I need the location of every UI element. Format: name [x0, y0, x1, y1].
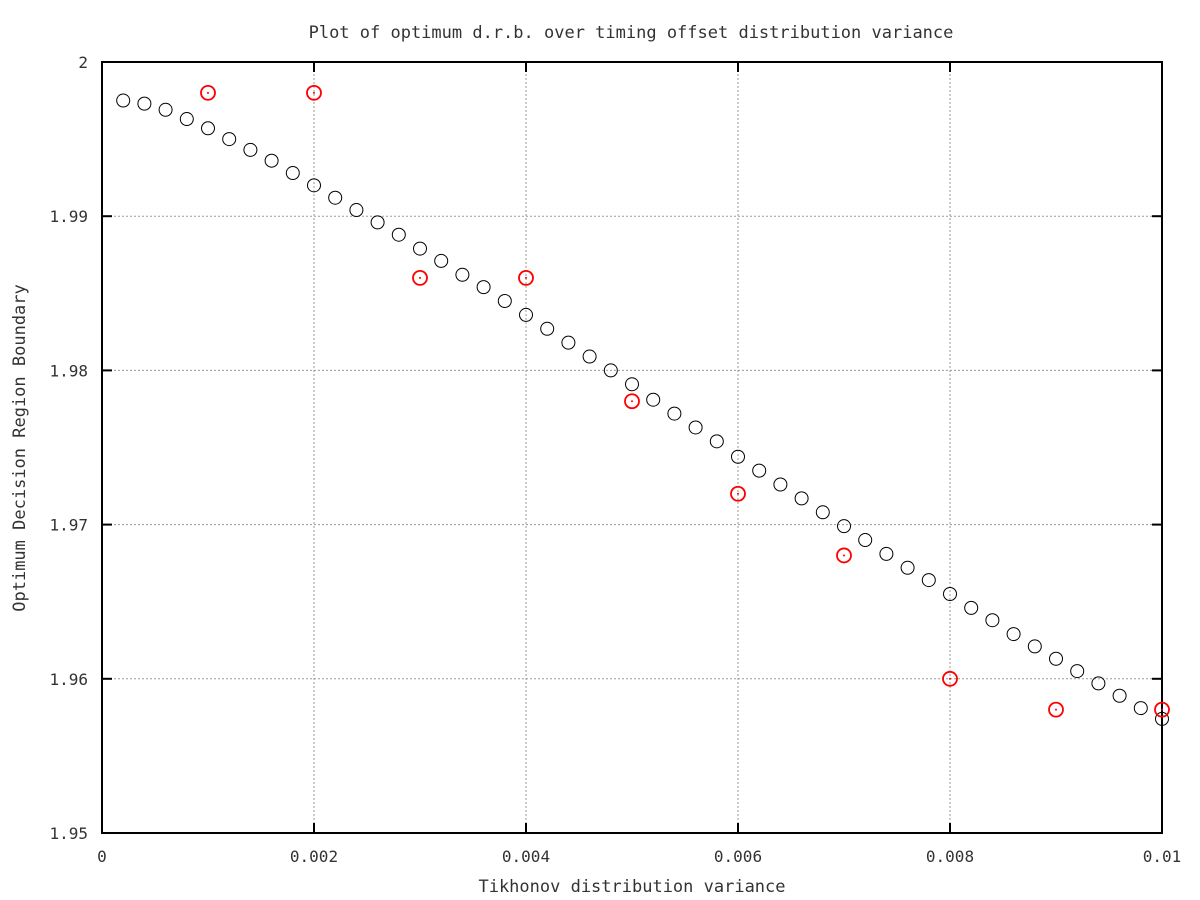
axis-ticks [101, 61, 1163, 834]
red-data-point [518, 269, 534, 286]
black-data-point [1155, 711, 1169, 726]
y-tick-label: 1.95 [49, 824, 88, 843]
red-data-point-center [313, 91, 315, 94]
black-data-point [391, 227, 406, 242]
chart-title: Plot of optimum d.r.b. over timing offse… [309, 23, 954, 43]
black-data-point [1070, 664, 1085, 679]
x-tick-label: 0.004 [502, 847, 550, 866]
red-data-point [1048, 701, 1064, 718]
x-tick-label: 0.01 [1143, 847, 1182, 866]
black-data-point [1112, 688, 1127, 703]
red-data-point-center [949, 677, 951, 680]
black-data-point [561, 335, 576, 350]
black-data-point [222, 132, 237, 147]
black-data-point [731, 449, 745, 464]
black-data-point [434, 253, 449, 268]
black-data-point [201, 121, 215, 136]
grid-lines [102, 62, 1162, 833]
black-data-point [752, 463, 767, 478]
black-data-point [1027, 639, 1042, 654]
red-data-point [306, 84, 322, 101]
black-data-point [1049, 651, 1063, 666]
red-data-point-center [631, 400, 633, 403]
black-data-point [1006, 627, 1021, 642]
x-tick-label: 0.002 [290, 847, 338, 866]
red-data-point [200, 84, 216, 101]
black-data-point [349, 203, 364, 218]
black-data-point [116, 93, 131, 108]
black-data-point [519, 307, 533, 322]
black-data-point [179, 112, 194, 127]
red-data-point-center [1055, 708, 1057, 711]
black-data-point [688, 420, 703, 435]
red-data-point-center [843, 554, 845, 557]
x-axis-label: Tikhonov distribution variance [478, 877, 785, 897]
black-data-point [900, 560, 915, 575]
x-tick-label: 0.006 [714, 847, 762, 866]
red-data-point [942, 670, 958, 687]
y-tick-label: 1.99 [49, 207, 88, 226]
y-axis-label: Optimum Decision Region Boundary [10, 284, 30, 612]
x-tick-label: 0.008 [926, 847, 974, 866]
black-data-point [625, 377, 639, 392]
red-data-point-center [1161, 708, 1163, 711]
black-data-point [603, 363, 618, 378]
red-data-point [730, 485, 746, 502]
black-data-point [837, 519, 851, 534]
black-data-point [943, 586, 957, 601]
black-data-point [985, 613, 1000, 628]
black-data-point [815, 505, 830, 520]
y-axis-tick-labels: 1.95 1.96 1.97 1.98 1.99 2 [49, 53, 88, 843]
black-data-point [964, 600, 979, 615]
data-points [116, 84, 1170, 726]
black-data-point [582, 349, 597, 364]
black-data-point [1091, 676, 1106, 691]
black-data-point [540, 321, 555, 336]
black-data-point [1133, 701, 1148, 716]
black-data-point [667, 406, 682, 421]
black-data-point [794, 491, 809, 506]
red-data-point [624, 393, 640, 410]
y-tick-label: 1.98 [49, 361, 88, 380]
black-data-point [413, 241, 427, 256]
red-data-point-center [419, 276, 421, 279]
black-data-point [370, 215, 385, 230]
black-data-point [497, 294, 512, 309]
black-data-point [709, 434, 724, 449]
y-tick-label: 1.97 [49, 516, 88, 535]
black-data-point [879, 546, 894, 561]
x-axis-tick-labels: 0 0.002 0.004 0.006 0.008 0.01 [97, 847, 1181, 866]
black-data-point [646, 392, 661, 407]
black-data-point [264, 153, 279, 168]
red-data-point [836, 547, 852, 564]
y-tick-label: 2 [78, 53, 88, 72]
plot-frame [101, 61, 1163, 834]
red-data-point-center [737, 492, 739, 495]
black-data-point [773, 477, 788, 492]
x-tick-label: 0 [97, 847, 107, 866]
black-data-point [285, 166, 300, 181]
red-data-point [1154, 701, 1170, 718]
black-data-point [455, 267, 470, 282]
red-data-point [412, 269, 428, 286]
black-data-point [243, 142, 258, 157]
black-data-point [921, 573, 936, 588]
black-data-point [307, 178, 321, 193]
black-data-point [137, 96, 152, 111]
red-data-point-center [525, 276, 527, 279]
red-data-point-center [207, 91, 209, 94]
black-data-point [328, 190, 343, 205]
black-data-point [476, 280, 491, 295]
black-data-point [858, 533, 873, 548]
y-tick-label: 1.96 [49, 670, 88, 689]
black-data-point [158, 102, 173, 117]
